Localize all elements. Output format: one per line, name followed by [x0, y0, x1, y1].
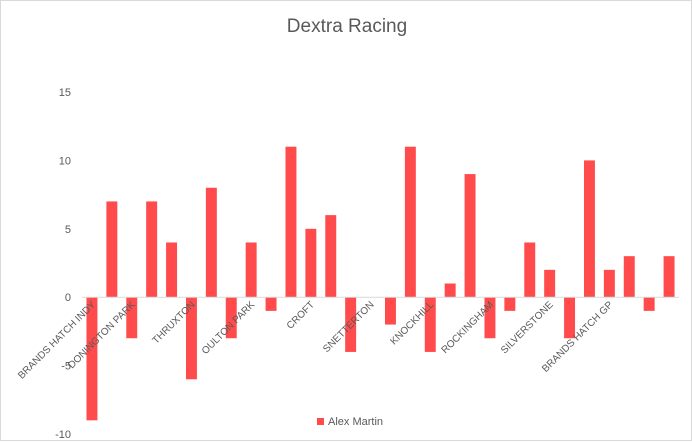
- bar: [205, 187, 217, 298]
- bar: [444, 283, 456, 298]
- bar: [623, 256, 635, 298]
- bar: [424, 297, 436, 352]
- bar: [285, 146, 297, 298]
- y-axis-ticks: -10 -5 0 5 10 15: [55, 87, 71, 441]
- bar: [325, 215, 337, 298]
- bar: [484, 297, 496, 339]
- bar: [305, 228, 317, 298]
- bar: [245, 242, 257, 298]
- bar: [384, 297, 396, 325]
- bar: [86, 297, 98, 421]
- x-category-label: CROFT: [285, 300, 317, 332]
- bar: [504, 297, 516, 311]
- bar: [166, 242, 178, 298]
- bar: [603, 269, 615, 298]
- y-tick-label: -5: [61, 361, 71, 373]
- y-tick-label: 15: [59, 87, 71, 99]
- bar: [404, 146, 416, 298]
- bar: [524, 242, 536, 298]
- bar: [225, 297, 237, 339]
- legend-swatch: [317, 418, 324, 425]
- bar: [643, 297, 655, 311]
- y-tick-label: 0: [65, 292, 71, 304]
- bar: [544, 269, 556, 298]
- bar: [464, 174, 476, 298]
- bar: [564, 297, 576, 339]
- bar: [146, 201, 158, 298]
- bars: [86, 146, 675, 421]
- bar: [106, 201, 118, 298]
- legend-label: Alex Martin: [328, 416, 383, 428]
- x-category-label: BRANDS HATCH INDY: [16, 299, 98, 381]
- bar: [663, 256, 675, 298]
- bar: [185, 297, 197, 380]
- legend: Alex Martin: [317, 416, 383, 428]
- bar: [345, 297, 357, 352]
- y-tick-label: 10: [59, 155, 71, 167]
- bar: [583, 160, 595, 298]
- y-tick-label: 5: [65, 224, 71, 236]
- bar: [126, 297, 138, 339]
- bar: [265, 297, 277, 311]
- chart-title: Dextra Racing: [287, 16, 407, 37]
- y-tick-label: -10: [55, 429, 71, 441]
